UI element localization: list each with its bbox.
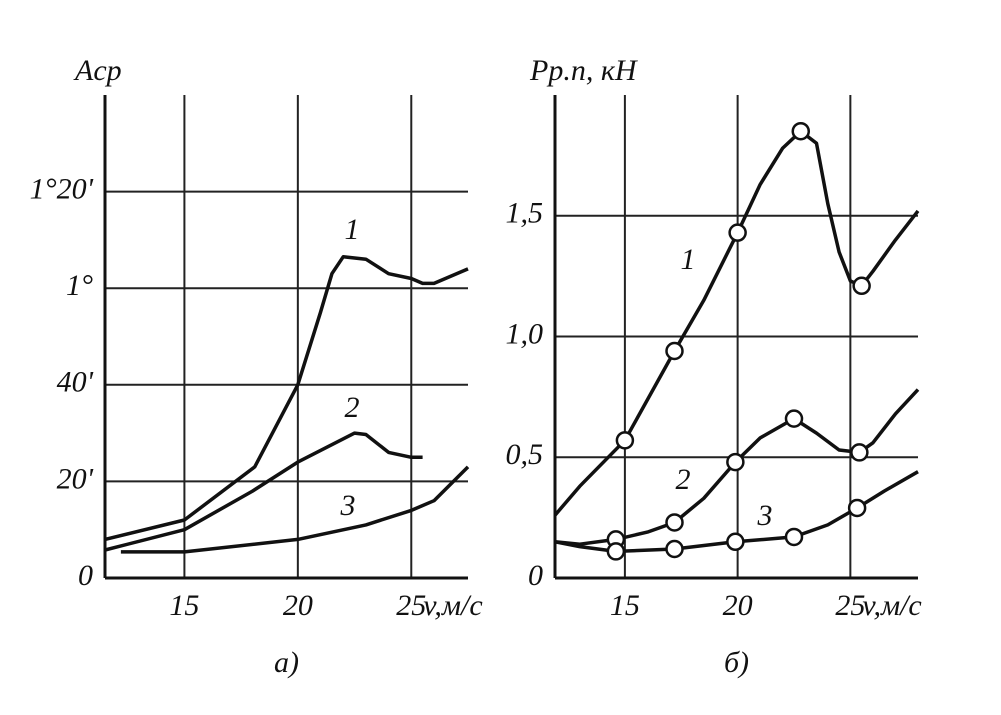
- y-tick-label: 1,5: [506, 197, 544, 230]
- curve: [554, 388, 920, 546]
- x-axis-label: v,м/с: [423, 589, 482, 622]
- y-tick-label: 1,0: [506, 317, 544, 350]
- curve-label: 1: [345, 213, 360, 246]
- point-marker: [847, 498, 867, 518]
- y-tick-label: 1°20': [30, 172, 94, 205]
- caption: а): [274, 646, 299, 679]
- x-tick-label: 20: [283, 589, 313, 622]
- curve: [104, 255, 469, 542]
- point-marker: [850, 443, 869, 462]
- curve-label: 2: [345, 391, 360, 424]
- y-tick-label: 0,5: [506, 438, 544, 471]
- point-marker: [606, 542, 626, 561]
- point-marker: [852, 276, 871, 296]
- point-marker: [726, 452, 745, 472]
- point-marker: [784, 527, 804, 547]
- y-tick-label: 0: [78, 559, 93, 592]
- curve-label: 3: [757, 499, 773, 532]
- point-marker: [728, 223, 747, 242]
- x-axis-label: v,м/с: [862, 589, 921, 622]
- point-marker: [665, 341, 684, 361]
- point-marker: [665, 539, 684, 559]
- y-tick-label: 20': [57, 462, 94, 495]
- point-marker: [665, 513, 684, 532]
- y-tick-label: 1°: [66, 269, 93, 302]
- curve-label: 1: [681, 243, 696, 276]
- x-tick-label: 15: [610, 589, 640, 622]
- y-tick-label: 40': [57, 366, 94, 399]
- curve-label: 3: [340, 489, 356, 522]
- y-axis-label: Pр.п, кН: [529, 54, 639, 87]
- x-tick-label: 25: [835, 589, 865, 622]
- curve: [554, 470, 919, 554]
- point-marker: [784, 409, 804, 428]
- curve-label: 2: [676, 463, 691, 496]
- x-tick-label: 25: [396, 589, 426, 622]
- point-marker: [726, 532, 745, 552]
- curve: [120, 465, 470, 554]
- x-tick-label: 15: [169, 589, 199, 622]
- curve: [104, 431, 423, 552]
- caption: б): [724, 646, 749, 679]
- y-axis-label: Aср: [73, 54, 122, 87]
- x-tick-label: 20: [723, 589, 753, 622]
- point-marker: [615, 431, 635, 450]
- point-marker: [791, 121, 811, 141]
- y-tick-label: 0: [528, 559, 543, 592]
